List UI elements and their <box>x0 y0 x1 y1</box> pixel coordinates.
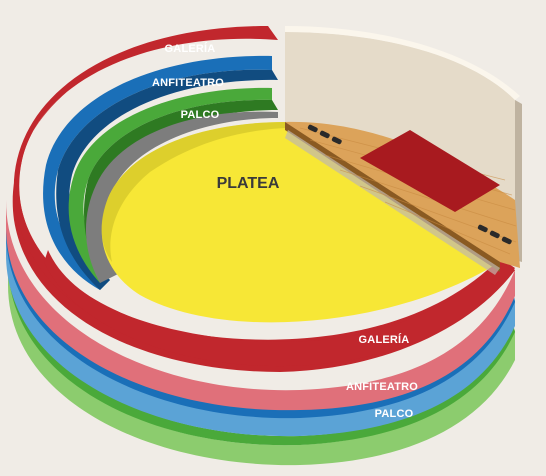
anfiteatro-bottom-label: ANFITEATRO <box>346 381 418 393</box>
stage-edge-shadow <box>285 130 500 275</box>
galeria-top-label: GALERÍA <box>165 42 216 55</box>
inner-wall <box>85 111 278 283</box>
platea-floor[interactable] <box>101 122 516 323</box>
platea-shadow <box>101 122 285 262</box>
stage-lights-left <box>307 124 342 145</box>
platea-label: PLATEA <box>217 175 280 192</box>
stage-backdrop-edge <box>515 100 522 262</box>
stage-floor <box>285 121 520 268</box>
stage-carpet <box>360 130 500 212</box>
stage-lights-right <box>477 224 512 245</box>
anfiteatro-top-label: ANFITEATRO <box>152 77 224 89</box>
galeria-ring-front-edge <box>44 250 515 367</box>
galeria-bottom-label: GALERÍA <box>359 333 410 346</box>
palco-ring[interactable] <box>68 87 272 283</box>
palco-top-label: PALCO <box>181 109 220 121</box>
palco-bottom-label: PALCO <box>375 408 414 420</box>
stage-backdrop-top <box>285 26 520 100</box>
